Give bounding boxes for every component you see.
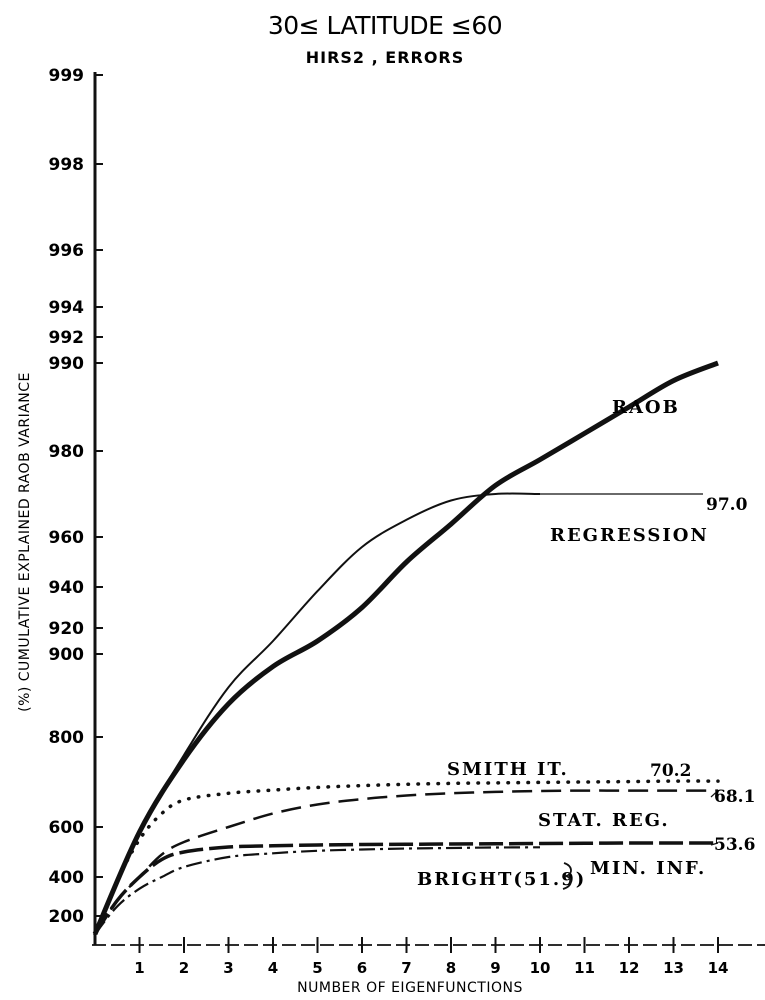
series-line-min-inf	[93, 841, 718, 935]
y-axis-label: (%) CUMULATIVE EXPLAINED RAOB VARIANCE	[17, 372, 33, 712]
y-tick-label: 996	[49, 241, 85, 261]
x-tick-label: 4	[268, 959, 278, 977]
x-tick-label: 7	[401, 959, 411, 977]
x-tick-label: 1	[134, 959, 144, 977]
series-label-raob: RAOB	[612, 397, 680, 418]
series-label-bright: BRIGHT(51.9)	[417, 869, 586, 890]
series-label-stat-reg: STAT. REG.	[538, 810, 670, 831]
y-tick-label: 200	[49, 907, 85, 927]
y-tick-label: 998	[49, 155, 85, 175]
y-tick-label: 800	[49, 728, 85, 748]
series-line-regression	[94, 492, 541, 935]
series-label-smith: SMITH IT.	[447, 759, 569, 780]
series-lines	[92, 360, 720, 936]
chart-subtitle: HIRS2 , ERRORS	[306, 48, 465, 67]
y-tick-label: 992	[49, 328, 85, 348]
series-line-raob	[92, 360, 719, 935]
series-line-smith-it	[93, 779, 720, 936]
x-tick-label: 2	[179, 959, 189, 977]
x-tick-label: 14	[708, 959, 729, 977]
y-tick-label: 990	[49, 354, 85, 374]
x-tick-label: 9	[490, 959, 500, 977]
end-label-regression: 97.0	[706, 495, 748, 515]
y-tick-label: 920	[49, 619, 85, 639]
end-label-stat-reg: 68.1	[714, 787, 755, 807]
bright-brace	[562, 862, 572, 890]
series-line-stat-reg	[93, 789, 718, 935]
y-tick-label: 960	[49, 528, 85, 548]
y-tick-label: 999	[49, 66, 85, 86]
series-line-bright-51-9	[94, 846, 541, 935]
y-tick-label: 400	[49, 868, 85, 888]
series-label-min-inf: MIN. INF.	[590, 858, 706, 879]
chart-title: 30≤ LATITUDE ≤60	[268, 11, 502, 40]
y-tick-label: 994	[49, 298, 85, 318]
series-label-regression: REGRESSION	[550, 525, 709, 546]
x-tick-label: 8	[446, 959, 456, 977]
y-tick-label: 900	[49, 645, 85, 665]
end-label-smith: 70.2	[650, 761, 691, 781]
x-tick-label: 12	[619, 959, 640, 977]
leader-stat-reg	[710, 790, 719, 798]
y-tick-label: 980	[49, 442, 85, 462]
leader-lines	[540, 493, 719, 846]
x-tick-label: 3	[223, 959, 233, 977]
leader-min-inf	[710, 842, 719, 846]
x-tick-label: 5	[312, 959, 322, 977]
y-tick-label: 600	[49, 818, 85, 838]
y-ticks: 999 998 996 994 992 990 980 960 940 920 900 800 600 4…	[49, 66, 103, 927]
x-axis-label: NUMBER OF EIGENFUNCTIONS	[297, 980, 523, 996]
x-tick-label: 11	[574, 959, 595, 977]
x-tick-label: 6	[357, 959, 367, 977]
x-ticks: 1 2 3 4 5 6 7 8 9 10 11 12 13 14	[134, 937, 728, 977]
end-label-min-inf: 53.6	[714, 835, 755, 855]
y-tick-label: 940	[49, 578, 85, 598]
x-tick-label: 13	[663, 959, 684, 977]
x-tick-label: 10	[530, 959, 551, 977]
